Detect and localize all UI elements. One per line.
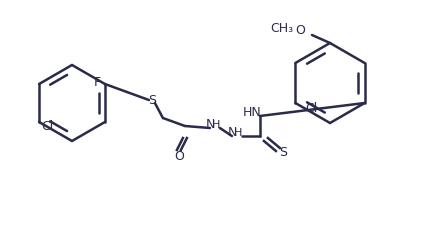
Text: N: N bbox=[228, 127, 238, 140]
Text: CH₃: CH₃ bbox=[270, 22, 293, 36]
Text: Cl: Cl bbox=[305, 101, 317, 115]
Text: O: O bbox=[295, 24, 305, 37]
Text: H: H bbox=[212, 120, 220, 130]
Text: S: S bbox=[148, 94, 156, 106]
Text: F: F bbox=[94, 76, 100, 88]
Text: O: O bbox=[174, 149, 184, 162]
Text: N: N bbox=[206, 119, 216, 131]
Text: HN: HN bbox=[242, 106, 261, 119]
Text: H: H bbox=[234, 128, 242, 138]
Text: Cl: Cl bbox=[41, 119, 53, 133]
Text: S: S bbox=[279, 146, 287, 159]
